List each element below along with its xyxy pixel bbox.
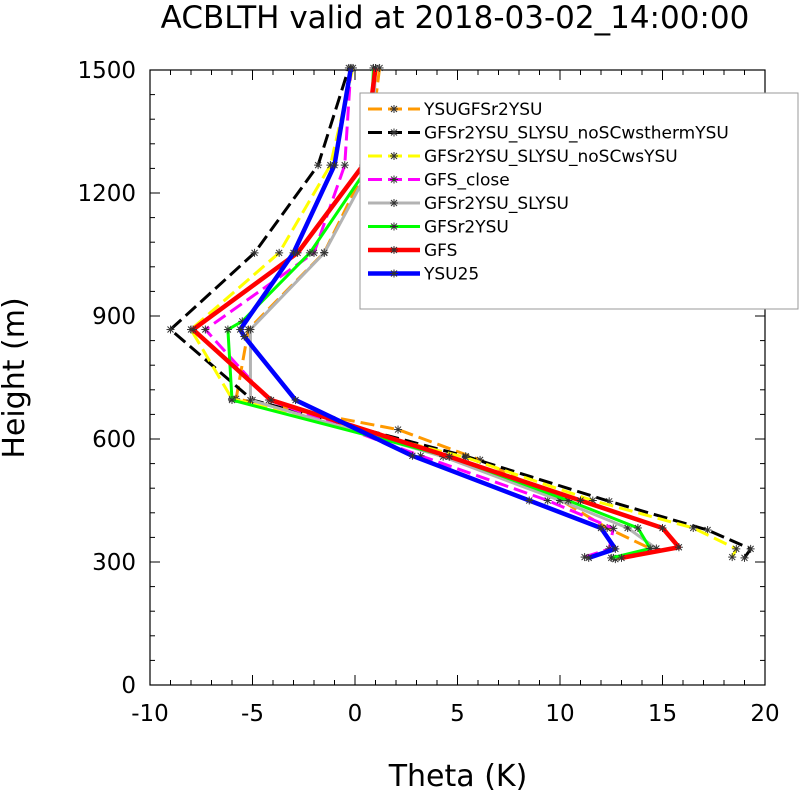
data-point bbox=[305, 248, 314, 257]
x-tick-label: 15 bbox=[648, 701, 677, 727]
data-point bbox=[201, 325, 210, 334]
data-point bbox=[611, 544, 620, 553]
data-point bbox=[609, 524, 618, 533]
y-axis-label: Height (m) bbox=[0, 297, 32, 458]
legend-marker bbox=[390, 128, 398, 137]
data-point bbox=[250, 248, 259, 257]
legend-label: GFSr2YSU_SLYSU_noSCwsthermYSU bbox=[424, 124, 729, 144]
legend-marker bbox=[390, 246, 398, 254]
data-point bbox=[340, 161, 349, 170]
data-point bbox=[584, 553, 593, 562]
x-axis-label: Theta (K) bbox=[388, 759, 528, 794]
legend-box bbox=[359, 92, 799, 310]
legend-label: YSUGFSr2YSU bbox=[423, 100, 543, 120]
data-point bbox=[330, 161, 339, 170]
data-point bbox=[236, 325, 245, 334]
data-point bbox=[633, 523, 642, 532]
data-point bbox=[658, 523, 667, 532]
legend-label: GFSr2YSU_SLYSU_noSCwsYSU bbox=[424, 147, 678, 167]
series-line-6 bbox=[190, 67, 682, 561]
y-tick-label: 600 bbox=[92, 427, 136, 453]
legend: YSUGFSr2YSU GFSr2YSU_SLYSU_noSCwsthermYSU… bbox=[359, 92, 799, 310]
legend-marker bbox=[390, 152, 398, 160]
legend-marker bbox=[390, 222, 398, 231]
data-point bbox=[740, 553, 749, 562]
y-tick-label: 1500 bbox=[77, 58, 136, 84]
data-point bbox=[223, 325, 232, 334]
y-tick-label: 1200 bbox=[77, 181, 136, 207]
x-tick-label: 20 bbox=[750, 701, 779, 727]
legend-label: GFSr2YSU bbox=[424, 218, 509, 238]
x-tick-label: -10 bbox=[131, 701, 169, 727]
data-point bbox=[703, 526, 712, 535]
data-point bbox=[314, 161, 323, 170]
x-tick-label: 0 bbox=[348, 701, 363, 727]
data-point bbox=[228, 396, 236, 405]
data-point bbox=[525, 496, 534, 505]
data-point bbox=[689, 523, 698, 532]
x-tick-label: -5 bbox=[241, 701, 264, 727]
data-point bbox=[543, 496, 552, 505]
legend-label: GFS_close bbox=[424, 171, 510, 191]
data-point bbox=[291, 396, 300, 405]
x-tick-label: 10 bbox=[545, 701, 574, 727]
data-point bbox=[246, 396, 255, 405]
data-point bbox=[246, 325, 255, 334]
data-point bbox=[607, 553, 616, 562]
legend-label: GFS bbox=[424, 241, 457, 261]
data-point bbox=[728, 553, 737, 562]
data-point bbox=[597, 523, 605, 532]
data-point bbox=[371, 63, 380, 72]
data-point bbox=[266, 396, 275, 405]
data-point bbox=[275, 248, 284, 257]
x-tick-label: 5 bbox=[450, 701, 465, 727]
y-tick-label: 300 bbox=[92, 550, 136, 576]
data-point bbox=[617, 553, 626, 562]
data-point bbox=[394, 425, 403, 434]
data-point bbox=[408, 451, 417, 460]
data-point bbox=[166, 325, 175, 334]
data-point bbox=[320, 248, 329, 257]
data-point bbox=[189, 325, 198, 334]
data-point bbox=[674, 543, 683, 552]
data-point bbox=[580, 553, 589, 562]
data-point bbox=[445, 452, 454, 461]
data-point bbox=[289, 248, 298, 257]
series-line-4 bbox=[248, 67, 658, 560]
legend-label: GFSr2YSU_SLYSU bbox=[424, 194, 569, 214]
legend-label: YSU25 bbox=[423, 265, 479, 285]
y-tick-label: 900 bbox=[92, 304, 136, 330]
y-tick-label: 0 bbox=[121, 673, 136, 699]
data-point bbox=[240, 332, 249, 341]
data-point bbox=[576, 496, 585, 505]
legend-marker bbox=[390, 175, 398, 184]
plot-area: -10 -5 0 5 10 15 20 0 300 600 900 1200 1500 bbox=[77, 58, 779, 727]
legend-marker bbox=[390, 199, 398, 207]
legend-marker bbox=[390, 269, 398, 278]
data-point bbox=[346, 63, 355, 72]
series-line-2 bbox=[189, 67, 738, 558]
legend-marker bbox=[390, 105, 398, 113]
chart-title: ACBLTH valid at 2018-03-02_14:00:00 bbox=[161, 0, 750, 36]
data-point bbox=[746, 544, 755, 553]
data-point bbox=[732, 544, 741, 553]
